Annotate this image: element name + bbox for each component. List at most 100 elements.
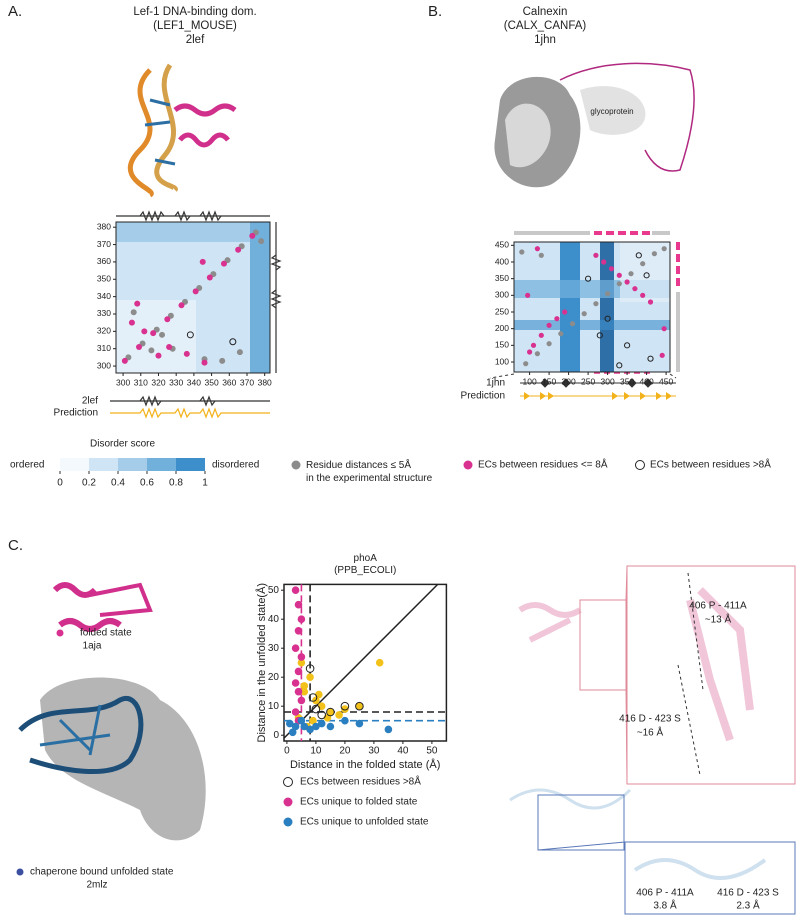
- legend-marker: [291, 460, 301, 470]
- image-label: glycoprotein: [590, 107, 633, 116]
- point: [305, 664, 315, 673]
- point: [661, 326, 667, 332]
- point: [326, 722, 335, 731]
- x-tick-label: 100: [523, 376, 537, 386]
- point: [249, 232, 256, 239]
- point: [201, 359, 208, 366]
- point: [148, 347, 155, 354]
- point: [128, 319, 135, 326]
- track-label: 1jhn: [486, 378, 505, 389]
- point: [166, 343, 173, 350]
- point: [585, 275, 592, 282]
- point: [294, 627, 303, 635]
- inset-images: [509, 565, 796, 915]
- protein-image: [18, 677, 206, 841]
- x-tick-label: 20: [339, 746, 351, 757]
- point: [199, 258, 206, 265]
- y-tick-label: 330: [97, 308, 111, 318]
- point: [616, 272, 622, 278]
- point: [628, 271, 634, 277]
- y-tick-label: 320: [97, 326, 111, 336]
- colorbar-segment: [147, 458, 176, 471]
- point: [593, 301, 599, 307]
- point: [300, 687, 309, 696]
- point: [312, 722, 320, 731]
- point: [288, 728, 297, 737]
- point: [341, 716, 349, 725]
- y-tick-label: 200: [495, 323, 509, 333]
- point: [155, 352, 162, 359]
- point: [308, 693, 318, 702]
- chart-title: (PPB_ECOLI): [334, 565, 396, 576]
- y-tick-label: 100: [495, 356, 509, 366]
- point: [300, 722, 309, 731]
- point: [534, 246, 541, 252]
- secondary-structure-track: [514, 231, 680, 374]
- panel-title: (CALX_CANFA): [504, 20, 587, 32]
- y-tick-label: 250: [495, 306, 509, 316]
- y-tick-label: 340: [97, 291, 111, 301]
- point: [616, 281, 622, 287]
- secondary-structure-track: [110, 210, 282, 419]
- point: [291, 679, 300, 687]
- y-tick-label: 40: [268, 614, 280, 625]
- legend-label: ECs unique to unfolded state: [300, 817, 429, 828]
- y-tick-label: 0: [273, 730, 279, 741]
- point: [624, 279, 630, 285]
- x-tick-label: 150: [542, 376, 556, 386]
- legend-marker: [283, 797, 293, 807]
- point: [355, 701, 364, 711]
- point: [300, 682, 309, 690]
- point: [647, 299, 654, 305]
- y-tick-label: 150: [495, 340, 509, 350]
- point: [593, 252, 599, 258]
- y-tick-label: 50: [268, 585, 280, 596]
- inset-label: 3.8 Å: [653, 899, 677, 912]
- legend-label: Residue distances ≤ 5Å in the experimenta…: [306, 458, 433, 484]
- panel-label: A.: [8, 3, 22, 20]
- inset-label: 416 D - 423 S: [619, 714, 681, 725]
- point: [294, 687, 303, 696]
- point: [297, 658, 306, 667]
- point: [538, 332, 544, 338]
- image-label: chaperone bound unfolded state: [30, 867, 174, 878]
- x-tick-label: 200: [562, 376, 576, 386]
- point: [192, 288, 199, 295]
- point: [159, 331, 166, 338]
- inset-label: 416 D - 423 S: [717, 888, 779, 899]
- track-label: 2lef: [82, 396, 98, 407]
- point: [546, 322, 552, 328]
- legend-marker: [16, 868, 24, 876]
- point: [525, 292, 531, 298]
- legend-marker: [56, 629, 64, 637]
- point: [297, 653, 306, 661]
- point: [130, 309, 137, 316]
- inset-label: ~16 Å: [637, 726, 664, 739]
- protein-image: [127, 63, 237, 198]
- y-tick-label: 300: [495, 290, 509, 300]
- y-tick-label: 350: [495, 273, 509, 283]
- legend-label: ECs between residues <= 8Å: [478, 458, 608, 471]
- x-tick-label: 340: [187, 377, 201, 387]
- point: [651, 251, 658, 257]
- point: [562, 309, 568, 315]
- x-tick-label: 300: [601, 376, 615, 386]
- panel-title: Lef-1 DNA-binding dom.: [133, 6, 256, 18]
- colorbar-tick-label: 0.2: [82, 478, 96, 489]
- point: [236, 349, 243, 356]
- colorbar-tick-label: 0.8: [169, 478, 183, 489]
- y-tick-label: 360: [97, 256, 111, 266]
- x-tick-label: 0: [284, 746, 290, 757]
- track-label: Prediction: [461, 391, 505, 402]
- point: [519, 249, 525, 255]
- point: [306, 673, 314, 681]
- protein-image: [52, 582, 153, 632]
- x-tick-label: 40: [397, 746, 409, 757]
- colorbar-segment: [89, 458, 118, 471]
- point: [297, 615, 306, 623]
- heatmap: [116, 222, 270, 373]
- point: [384, 725, 393, 734]
- point: [326, 708, 335, 716]
- x-tick-label: 310: [134, 377, 148, 387]
- point: [186, 331, 194, 339]
